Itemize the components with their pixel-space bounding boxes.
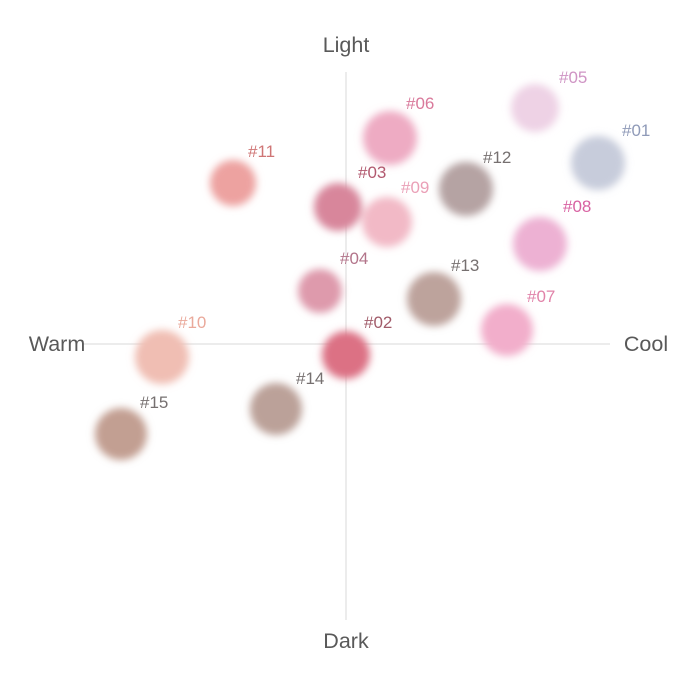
svg-text:Light: Light (323, 33, 370, 57)
svg-text:#13: #13 (451, 256, 479, 275)
svg-text:#08: #08 (563, 197, 591, 216)
svg-text:#01: #01 (622, 121, 650, 140)
svg-text:#03: #03 (358, 163, 386, 182)
svg-text:#07: #07 (527, 287, 555, 306)
svg-text:#05: #05 (559, 68, 587, 87)
svg-text:#09: #09 (401, 178, 429, 197)
svg-text:#15: #15 (140, 393, 168, 412)
svg-text:#11: #11 (248, 142, 275, 161)
svg-text:Cool: Cool (624, 332, 668, 356)
svg-text:Dark: Dark (323, 629, 369, 653)
svg-text:#12: #12 (483, 148, 511, 167)
svg-text:#02: #02 (364, 313, 392, 332)
svg-text:#10: #10 (178, 313, 206, 332)
svg-text:Warm: Warm (29, 332, 86, 356)
svg-text:#14: #14 (296, 369, 324, 388)
svg-text:#04: #04 (340, 249, 368, 268)
svg-text:#06: #06 (406, 94, 434, 113)
